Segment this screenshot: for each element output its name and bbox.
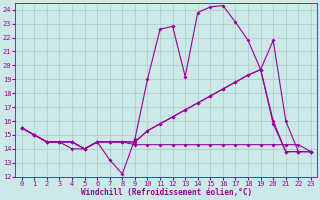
X-axis label: Windchill (Refroidissement éolien,°C): Windchill (Refroidissement éolien,°C) [81,188,252,197]
